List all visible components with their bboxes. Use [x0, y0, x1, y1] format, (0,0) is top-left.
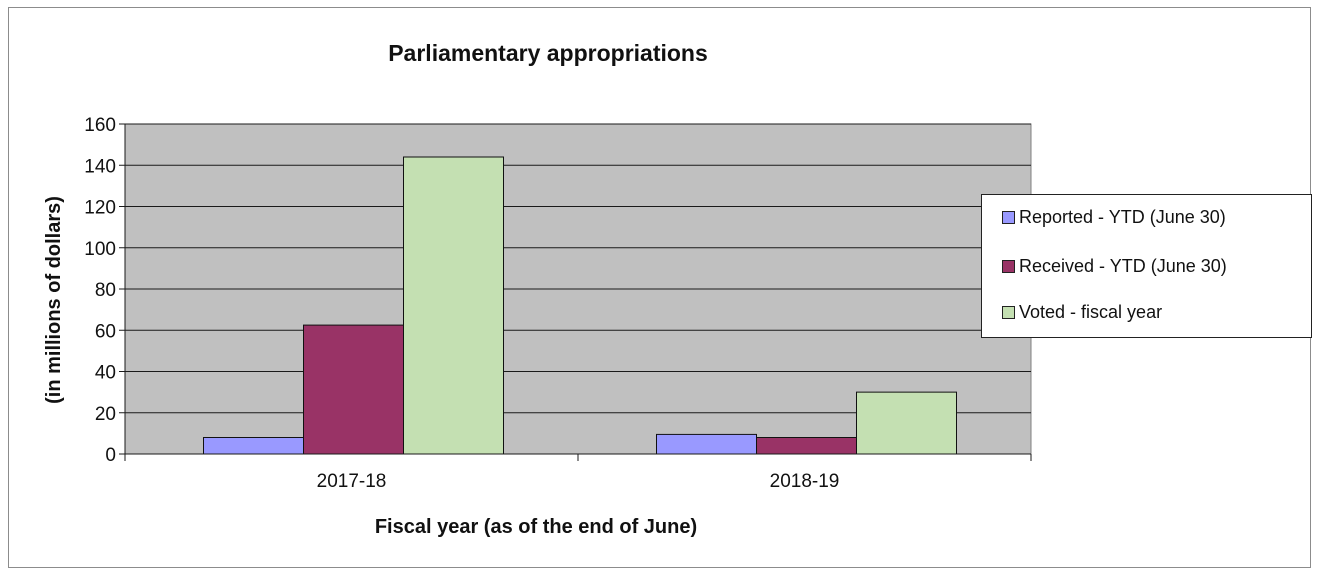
y-tick-label: 100 — [84, 239, 116, 260]
bar — [756, 437, 857, 455]
axes — [119, 123, 1032, 461]
bar — [656, 433, 757, 455]
y-tick-label: 60 — [95, 321, 116, 342]
y-tick-label: 140 — [84, 156, 116, 177]
bar — [403, 156, 504, 455]
legend: Reported - YTD (June 30) Received - YTD … — [981, 194, 1312, 338]
legend-item-reported: Reported - YTD (June 30) — [1002, 207, 1226, 228]
x-tick-labels: 2017-18 2018-19 — [317, 471, 840, 492]
bar — [203, 437, 304, 455]
bar — [856, 391, 957, 455]
y-axis-title: (in millions of dollars) — [43, 196, 65, 404]
legend-swatch-received — [1002, 260, 1015, 273]
legend-label-received: Received - YTD (June 30) — [1019, 256, 1227, 276]
y-tick-label: 40 — [95, 363, 116, 384]
legend-label-reported: Reported - YTD (June 30) — [1019, 207, 1226, 227]
y-tick-label: 20 — [95, 404, 116, 425]
legend-item-voted: Voted - fiscal year — [1002, 302, 1162, 323]
y-tick-labels: 0 20 40 60 80 100 120 140 160 — [84, 115, 116, 466]
legend-label-voted: Voted - fiscal year — [1019, 302, 1163, 322]
x-tick-label: 2017-18 — [317, 471, 387, 492]
y-tick-label: 80 — [95, 280, 116, 301]
y-tick-label: 120 — [84, 198, 116, 219]
legend-swatch-reported — [1002, 211, 1015, 224]
x-axis-title: Fiscal year (as of the end of June) — [375, 516, 697, 538]
y-tick-label: 0 — [105, 445, 116, 466]
gridlines — [125, 123, 1031, 414]
bars — [203, 156, 957, 455]
x-tick-label: 2018-19 — [770, 471, 840, 492]
y-tick-label: 160 — [84, 115, 116, 136]
bar — [303, 324, 404, 455]
chart-title: Parliamentary appropriations — [388, 40, 708, 66]
legend-swatch-voted — [1002, 306, 1015, 319]
legend-item-received: Received - YTD (June 30) — [1002, 256, 1227, 277]
